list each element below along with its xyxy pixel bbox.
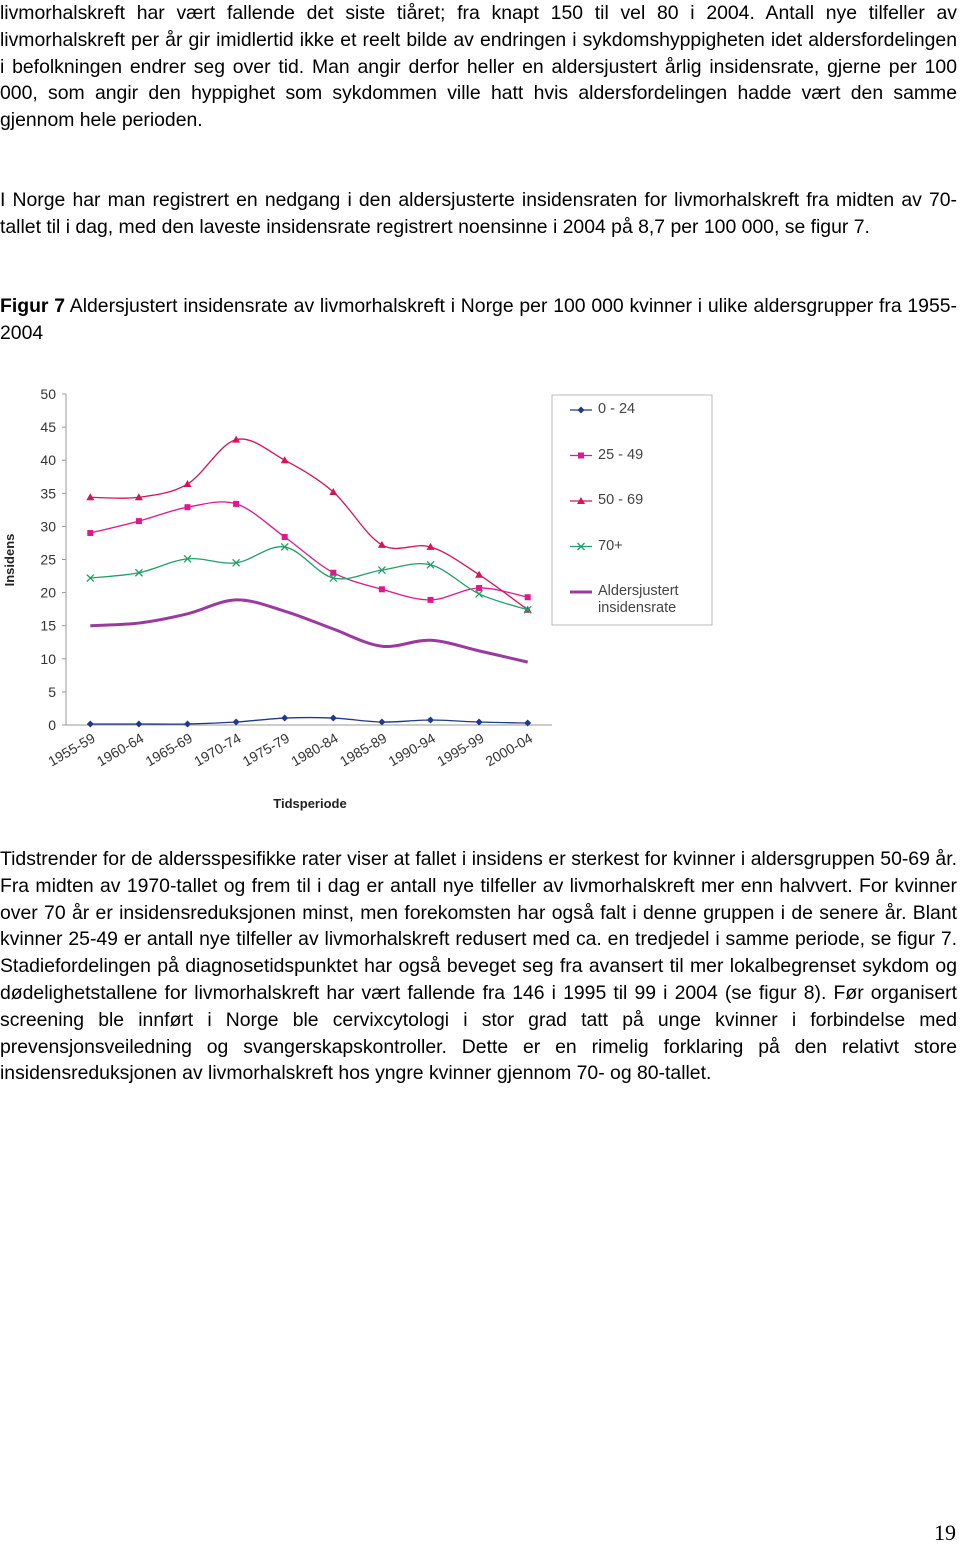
marker xyxy=(427,716,434,724)
marker xyxy=(183,554,192,563)
marker xyxy=(134,493,143,501)
marker xyxy=(184,720,191,728)
marker xyxy=(330,569,337,576)
marker xyxy=(329,487,338,495)
marker xyxy=(232,558,241,567)
marker xyxy=(329,714,337,722)
legend-box xyxy=(551,394,713,626)
legend-label: 25 - 49 xyxy=(598,446,644,463)
caption-label: Figur 7 xyxy=(0,295,66,317)
marker xyxy=(135,720,143,728)
marker xyxy=(377,566,386,575)
legend-entry: 0 - 24 xyxy=(598,401,636,417)
series-line xyxy=(90,438,529,611)
marker xyxy=(578,452,584,459)
marker xyxy=(524,594,531,601)
marker xyxy=(87,530,94,537)
legend-entry: Aldersjustert insidensrate xyxy=(598,583,679,616)
page-number: 19 xyxy=(934,1520,956,1545)
figure-caption: Figur 7 Aldersjustert insidensrate av li… xyxy=(0,293,957,347)
x-axis-title: Tidsperiode xyxy=(273,796,346,811)
marker xyxy=(232,435,241,443)
marker xyxy=(86,720,94,728)
marker xyxy=(475,570,484,578)
marker xyxy=(475,718,483,726)
y-tick-label: 40 xyxy=(40,452,56,468)
y-tick-label: 45 xyxy=(40,419,56,435)
paragraph: livmorhalskreft har vært fallende det si… xyxy=(0,2,957,132)
marker xyxy=(280,456,289,464)
legend-entry: 50 - 69 xyxy=(598,492,644,508)
marker xyxy=(524,719,532,727)
marker xyxy=(233,500,240,507)
y-tick-label: 25 xyxy=(40,552,56,568)
marker xyxy=(183,480,192,488)
series-line xyxy=(90,716,528,725)
marker xyxy=(281,714,289,722)
paragraph: Tidstrender for de aldersspesifikke rate… xyxy=(0,848,957,1085)
y-axis-title: Insidens xyxy=(2,534,17,587)
marker xyxy=(86,493,95,501)
legend-label: 50 - 69 xyxy=(598,492,644,508)
chart: Insidens Tidsperiode 0 5 10 15 20 25 30 35 40 45 5… xyxy=(2,380,718,816)
marker xyxy=(577,497,585,504)
legend-entry: 70+ xyxy=(598,537,623,554)
y-tick-label: 15 xyxy=(40,618,56,634)
marker xyxy=(280,542,289,551)
y-tick-label: 5 xyxy=(48,684,56,700)
marker xyxy=(577,542,585,551)
marker xyxy=(427,596,434,603)
series-line xyxy=(90,546,528,611)
y-tick-label: 10 xyxy=(40,651,56,667)
y-tick-label: 20 xyxy=(40,585,56,601)
marker xyxy=(377,540,386,548)
marker xyxy=(577,406,585,414)
marker xyxy=(232,718,240,726)
caption-text: Aldersjustert insidensrate av livmorhals… xyxy=(0,295,957,344)
marker xyxy=(134,568,143,577)
y-tick-label: 30 xyxy=(40,518,56,534)
legend-entry: 25 - 49 xyxy=(598,446,644,463)
marker xyxy=(184,504,191,511)
marker xyxy=(476,584,483,591)
y-tick-label: 35 xyxy=(40,485,56,501)
legend-label: Aldersjustert insidensrate xyxy=(598,583,679,616)
marker xyxy=(135,518,142,525)
marker xyxy=(426,542,435,550)
marker xyxy=(378,718,386,726)
y-tick-label: 0 xyxy=(48,717,56,733)
legend-label: 70+ xyxy=(598,537,623,554)
marker xyxy=(378,586,385,593)
marker xyxy=(475,589,484,598)
paragraph: I Norge har man registrert en nedgang i … xyxy=(0,189,957,238)
series-line xyxy=(90,501,528,601)
marker xyxy=(329,574,338,582)
series-line xyxy=(90,598,529,664)
y-tick-label: 50 xyxy=(40,386,56,402)
marker xyxy=(523,605,532,614)
marker xyxy=(426,560,435,569)
marker xyxy=(86,574,95,582)
marker xyxy=(281,533,288,540)
legend-label: 0 - 24 xyxy=(598,401,636,417)
